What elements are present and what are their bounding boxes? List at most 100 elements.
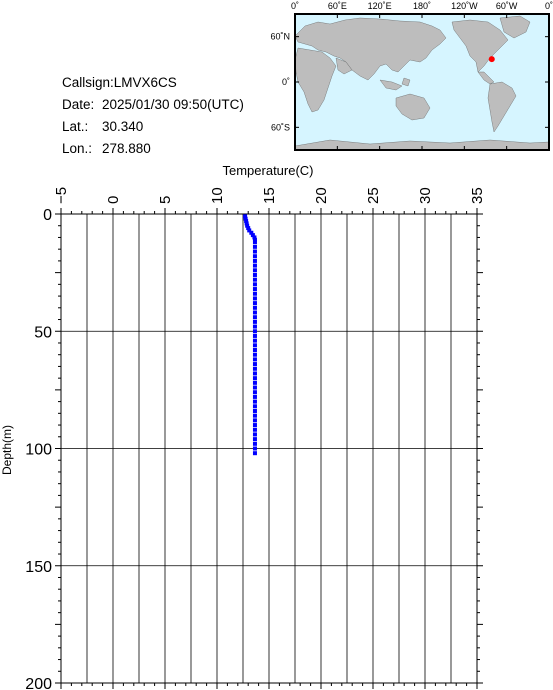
y-tick-labels: 0 50 100 150 200 bbox=[25, 207, 52, 690]
data-point bbox=[252, 348, 257, 353]
data-point bbox=[252, 418, 257, 423]
data-point bbox=[252, 258, 257, 263]
lat-label: Lat.: bbox=[62, 119, 89, 134]
land-eurasia bbox=[294, 17, 447, 81]
map-lon-labels: 0˚ 60˚E 120˚E 180˚ 120˚W 60˚W 0˚ bbox=[291, 1, 553, 150]
map-lon-tick-label: 180˚ bbox=[413, 1, 431, 11]
x-tick-label: 30 bbox=[417, 187, 434, 204]
callsign-label: Callsign: bbox=[62, 75, 114, 90]
map-lon-tick-label: 60˚E bbox=[328, 1, 347, 11]
data-point bbox=[252, 371, 257, 376]
land-north-america bbox=[451, 19, 509, 73]
data-point bbox=[252, 268, 257, 273]
y-tick-label: 0 bbox=[43, 207, 52, 224]
data-point bbox=[252, 310, 257, 315]
data-point bbox=[252, 380, 257, 385]
data-point bbox=[252, 394, 257, 399]
data-points bbox=[243, 214, 257, 456]
data-point bbox=[252, 329, 257, 334]
data-point bbox=[252, 343, 257, 348]
y-tick-label: 100 bbox=[25, 442, 52, 459]
data-point bbox=[252, 423, 257, 428]
x-tick-label: 0 bbox=[105, 196, 122, 204]
map-lon-tick-label: 0˚ bbox=[545, 1, 553, 11]
data-point bbox=[245, 223, 250, 228]
date-row: Date: 2025/01/30 09:50(UTC) bbox=[62, 94, 244, 116]
map-lat-tick-label: 60˚S bbox=[271, 122, 290, 132]
data-point bbox=[252, 249, 257, 254]
data-point bbox=[252, 352, 257, 357]
data-point bbox=[252, 333, 257, 338]
data-point bbox=[252, 432, 257, 437]
callsign-row: Callsign:LMVX6CS bbox=[62, 72, 244, 94]
map-lon-tick-label: 60˚W bbox=[496, 1, 518, 11]
y-tick-label: 150 bbox=[25, 559, 52, 576]
data-point bbox=[252, 296, 257, 301]
land-australia bbox=[395, 93, 431, 121]
data-point bbox=[243, 214, 248, 219]
land-sea-islands bbox=[379, 77, 411, 91]
data-point bbox=[252, 441, 257, 446]
y-axis-label: Depth(m) bbox=[0, 425, 14, 475]
callsign-value: LMVX6CS bbox=[113, 75, 177, 90]
map-lat-labels: 60˚N 0˚ 60˚S bbox=[270, 32, 549, 132]
data-point bbox=[252, 399, 257, 404]
map-lon-tick-label: 120˚W bbox=[451, 1, 478, 11]
lon-label: Lon.: bbox=[62, 141, 93, 156]
x-axis-label: Temperature(C) bbox=[222, 163, 313, 178]
map-land bbox=[294, 15, 550, 151]
map-lon-tick-label: 120˚E bbox=[368, 1, 392, 11]
data-point bbox=[252, 390, 257, 395]
chart-grid bbox=[60, 213, 478, 684]
data-point bbox=[252, 338, 257, 343]
plot-frame bbox=[60, 213, 478, 684]
data-point bbox=[252, 282, 257, 287]
data-point bbox=[252, 324, 257, 329]
land-arabia bbox=[335, 57, 353, 75]
lon-row: Lon.: 278.880 bbox=[62, 138, 244, 160]
data-point bbox=[252, 408, 257, 413]
data-point bbox=[252, 362, 257, 367]
data-point bbox=[252, 235, 257, 240]
x-tick-label: 15 bbox=[261, 187, 278, 204]
data-point bbox=[252, 263, 257, 268]
data-point bbox=[252, 413, 257, 418]
map-lat-tick-label: 0˚ bbox=[282, 77, 290, 87]
station-marker bbox=[488, 56, 495, 63]
data-point bbox=[252, 319, 257, 324]
date-value: 2025/01/30 09:50(UTC) bbox=[102, 97, 244, 112]
lat-row: Lat.: 30.340 bbox=[62, 116, 244, 138]
data-point bbox=[252, 357, 257, 362]
data-point bbox=[252, 301, 257, 306]
data-point bbox=[252, 385, 257, 390]
data-point bbox=[252, 240, 257, 245]
data-point bbox=[252, 287, 257, 292]
data-point bbox=[252, 305, 257, 310]
data-point bbox=[252, 272, 257, 277]
data-point bbox=[252, 427, 257, 432]
y-tick-label: 50 bbox=[34, 324, 52, 341]
data-point bbox=[252, 237, 257, 242]
date-label: Date: bbox=[62, 97, 95, 112]
x-tick-label: 35 bbox=[469, 187, 486, 204]
data-point bbox=[252, 437, 257, 442]
station-info: Callsign:LMVX6CS Date: 2025/01/30 09:50(U… bbox=[62, 72, 244, 160]
data-point bbox=[252, 277, 257, 282]
data-point bbox=[246, 226, 251, 231]
land-central-america bbox=[477, 71, 495, 85]
data-point bbox=[252, 376, 257, 381]
x-tick-label: −5 bbox=[53, 187, 70, 204]
y-tick-label: 200 bbox=[25, 676, 52, 690]
data-point bbox=[252, 451, 257, 456]
x-tick-label: 5 bbox=[157, 196, 174, 204]
land-south-america bbox=[487, 81, 517, 133]
x-tick-labels: −5 0 5 10 15 20 25 30 35 bbox=[53, 187, 486, 204]
data-point bbox=[247, 228, 252, 233]
data-point bbox=[252, 291, 257, 296]
data-point bbox=[252, 315, 257, 320]
data-point bbox=[249, 230, 254, 235]
x-tick-label: 25 bbox=[365, 187, 382, 204]
map-lon-tick-label: 0˚ bbox=[291, 1, 299, 11]
